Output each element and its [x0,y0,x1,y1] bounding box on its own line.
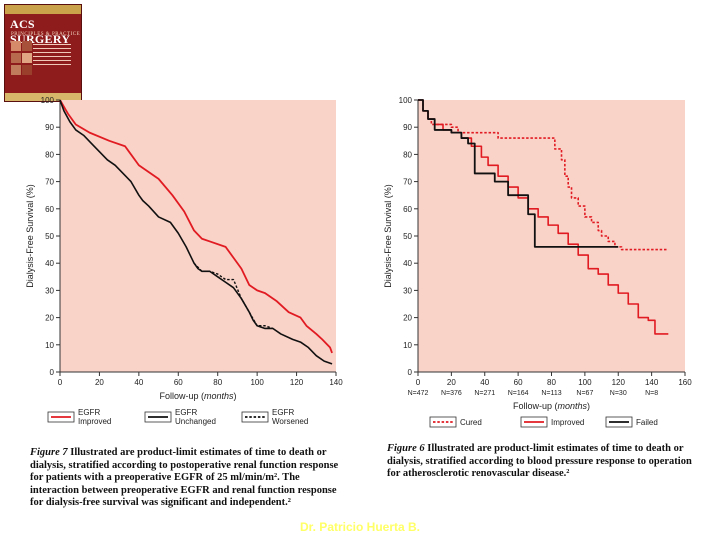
y-tick-label: 20 [403,314,412,323]
series-line-1 [59,99,333,365]
x-tick-label: 80 [213,378,222,387]
y-tick-label: 0 [50,368,55,377]
series-line-2 [418,99,619,248]
x-axis-label: Follow-up (months) [513,401,590,411]
x-tick-label: 100 [578,378,592,387]
at-risk-label: N=376 [441,390,462,397]
x-tick-label: 160 [678,378,692,387]
cover-footer-band [5,93,81,101]
caption-text: Illustrated are product-limit estimates … [387,443,692,479]
cover-photo [11,65,21,75]
x-tick-label: 140 [329,378,343,387]
at-risk-label: N=8 [645,390,658,397]
at-risk-label: N=271 [474,390,495,397]
y-tick-label: 100 [41,96,55,105]
y-tick-label: 40 [403,259,412,268]
y-axis-label: Dialysis-Free Survival (%) [383,184,393,288]
y-tick-label: 10 [403,341,412,350]
at-risk-label: N=472 [408,390,429,397]
y-tick-label: 50 [45,232,54,241]
x-tick-label: 120 [612,378,626,387]
x-tick-label: 0 [58,378,63,387]
at-risk-label: N=113 [541,390,561,397]
y-tick-label: 90 [403,123,412,132]
x-tick-label: 80 [547,378,556,387]
book-cover-image: ACS SURGERY PRINCIPLES & PRACTICE [4,4,82,102]
legend-label: Cured [460,418,482,427]
x-tick-label: 40 [134,378,143,387]
y-tick-label: 60 [45,205,54,214]
caption-figure-6: Figure 6 Illustrated are product-limit e… [387,443,697,481]
x-tick-label: 20 [95,378,104,387]
x-axis-label: Follow-up (months) [159,391,236,401]
x-tick-label: 40 [480,378,489,387]
plot-area [60,100,336,372]
x-tick-label: 120 [290,378,304,387]
y-tick-label: 70 [45,178,54,187]
caption-text: Illustrated are product-limit estimates … [30,447,339,508]
legend-label: Unchanged [175,417,216,426]
y-tick-label: 70 [403,178,412,187]
y-tick-label: 90 [45,123,54,132]
x-tick-label: 60 [514,378,523,387]
cover-photo [22,53,32,63]
series-line-2 [193,262,274,330]
cover-photo [11,53,21,63]
caption-figure-7: Figure 7 Illustrated are product-limit e… [30,447,348,510]
x-tick-label: 0 [416,378,421,387]
y-tick-label: 0 [408,368,413,377]
y-tick-label: 30 [403,286,412,295]
at-risk-label: N=30 [610,390,627,397]
at-risk-label: N=164 [508,390,529,397]
plot-area [418,100,685,372]
legend-label: Failed [636,418,658,427]
x-tick-label: 60 [174,378,183,387]
y-tick-label: 20 [45,314,54,323]
y-tick-label: 80 [45,150,54,159]
at-risk-label: N=67 [576,390,593,397]
x-tick-label: 140 [645,378,659,387]
y-tick-label: 30 [45,286,54,295]
chart-figure-7: 0 10 20 30 40 50 60 70 80 90 100 0 20 40 60 80 100 120 140… [25,96,343,426]
y-tick-label: 80 [403,150,412,159]
legend-label: Worsened [272,417,308,426]
y-tick-label: 40 [45,259,54,268]
cover-photo [11,41,21,51]
footer-credit: Dr. Patricio Huerta B. [299,520,421,534]
book-subtitle: PRINCIPLES & PRACTICE [11,32,81,37]
y-tick-label: 60 [403,205,412,214]
y-tick-label: 10 [45,341,54,350]
legend-label: EGFR [175,408,197,417]
series-line-0 [59,99,333,354]
y-axis-label: Dialysis-Free Survival (%) [25,184,35,288]
chart-figure-6: 0 10 20 30 40 50 60 70 80 90 100 0 20 40 60 80 100 120 140… [383,96,692,428]
legend-label: Improved [78,417,111,426]
cover-text-lines [33,41,71,68]
legend-label: EGFR [272,408,294,417]
cover-photo [22,41,32,51]
legend-label: EGFR [78,408,100,417]
legend-label: Improved [551,418,584,427]
x-tick-label: 20 [447,378,456,387]
caption-figure-label: Figure 6 [387,443,425,454]
x-tick-label: 100 [250,378,264,387]
cover-band [5,5,81,14]
caption-figure-label: Figure 7 [30,447,68,458]
y-tick-label: 50 [403,232,412,241]
y-tick-label: 100 [399,96,413,105]
cover-photo [22,65,32,75]
